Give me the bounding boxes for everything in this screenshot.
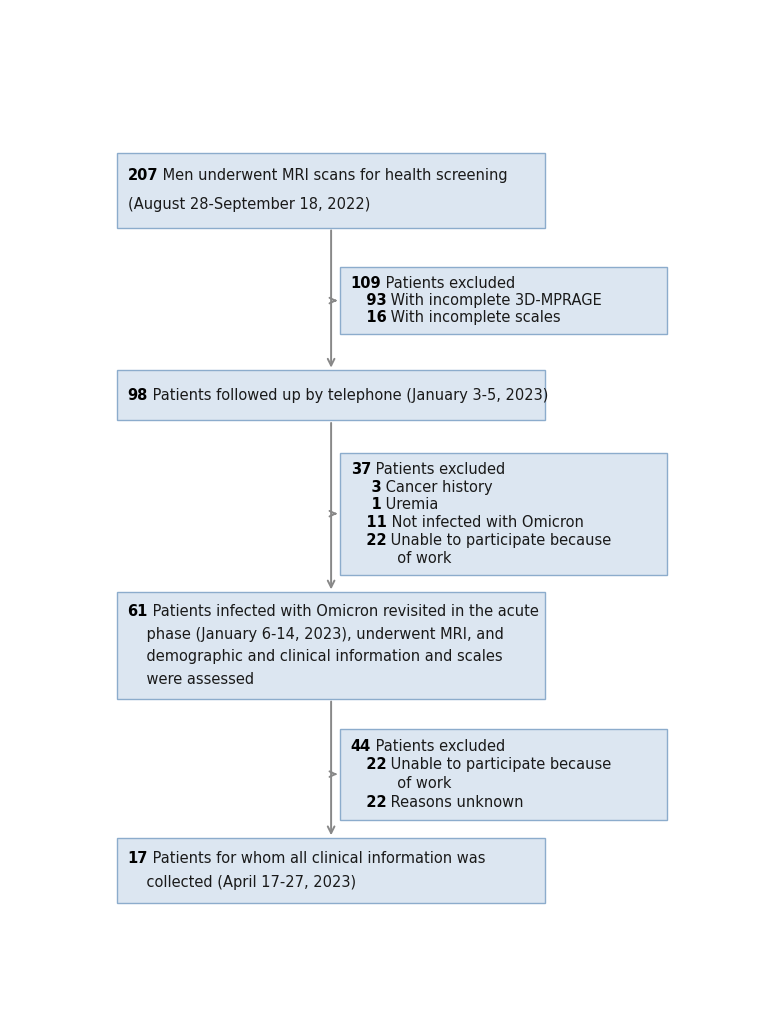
Text: 22: 22 <box>351 757 386 772</box>
Text: 3: 3 <box>351 480 382 494</box>
Text: 22: 22 <box>351 533 386 547</box>
Text: Unable to participate because: Unable to participate because <box>386 757 611 772</box>
FancyBboxPatch shape <box>117 370 545 420</box>
Text: Men underwent MRI scans for health screening: Men underwent MRI scans for health scree… <box>158 168 508 182</box>
Text: With incomplete 3D-MPRAGE: With incomplete 3D-MPRAGE <box>386 293 602 309</box>
FancyBboxPatch shape <box>340 452 667 575</box>
FancyBboxPatch shape <box>117 838 545 903</box>
Text: of work: of work <box>351 550 452 566</box>
FancyBboxPatch shape <box>117 592 545 699</box>
Text: 93: 93 <box>351 293 386 309</box>
Text: collected (April 17-27, 2023): collected (April 17-27, 2023) <box>127 875 356 890</box>
Text: 1: 1 <box>351 497 382 512</box>
Text: 17: 17 <box>127 851 148 866</box>
Text: 11: 11 <box>351 515 386 530</box>
FancyBboxPatch shape <box>117 153 545 228</box>
FancyBboxPatch shape <box>340 268 667 334</box>
Text: Patients excluded: Patients excluded <box>371 739 505 753</box>
Text: Patients for whom all clinical information was: Patients for whom all clinical informati… <box>148 851 485 866</box>
Text: demographic and clinical information and scales: demographic and clinical information and… <box>127 649 502 664</box>
Text: 61: 61 <box>127 604 148 619</box>
Text: of work: of work <box>351 776 452 791</box>
Text: were assessed: were assessed <box>127 672 253 687</box>
Text: 22: 22 <box>351 794 386 810</box>
Text: 109: 109 <box>351 276 382 291</box>
Text: phase (January 6-14, 2023), underwent MRI, and: phase (January 6-14, 2023), underwent MR… <box>127 626 503 642</box>
Text: Uremia: Uremia <box>382 497 439 512</box>
Text: With incomplete scales: With incomplete scales <box>386 311 561 325</box>
Text: 207: 207 <box>127 168 158 182</box>
Text: (August 28-September 18, 2022): (August 28-September 18, 2022) <box>127 198 370 212</box>
Text: Not infected with Omicron: Not infected with Omicron <box>386 515 584 530</box>
Text: 37: 37 <box>351 462 371 477</box>
Text: Cancer history: Cancer history <box>382 480 493 494</box>
Text: 16: 16 <box>351 311 386 325</box>
Text: Patients excluded: Patients excluded <box>371 462 505 477</box>
Text: Patients excluded: Patients excluded <box>382 276 515 291</box>
Text: Reasons unknown: Reasons unknown <box>386 794 524 810</box>
Text: 44: 44 <box>351 739 371 753</box>
Text: Unable to participate because: Unable to participate because <box>386 533 611 547</box>
Text: 98: 98 <box>127 387 148 403</box>
FancyBboxPatch shape <box>340 729 667 820</box>
Text: Patients infected with Omicron revisited in the acute: Patients infected with Omicron revisited… <box>148 604 539 619</box>
Text: Patients followed up by telephone (January 3-5, 2023): Patients followed up by telephone (Janua… <box>148 387 548 403</box>
